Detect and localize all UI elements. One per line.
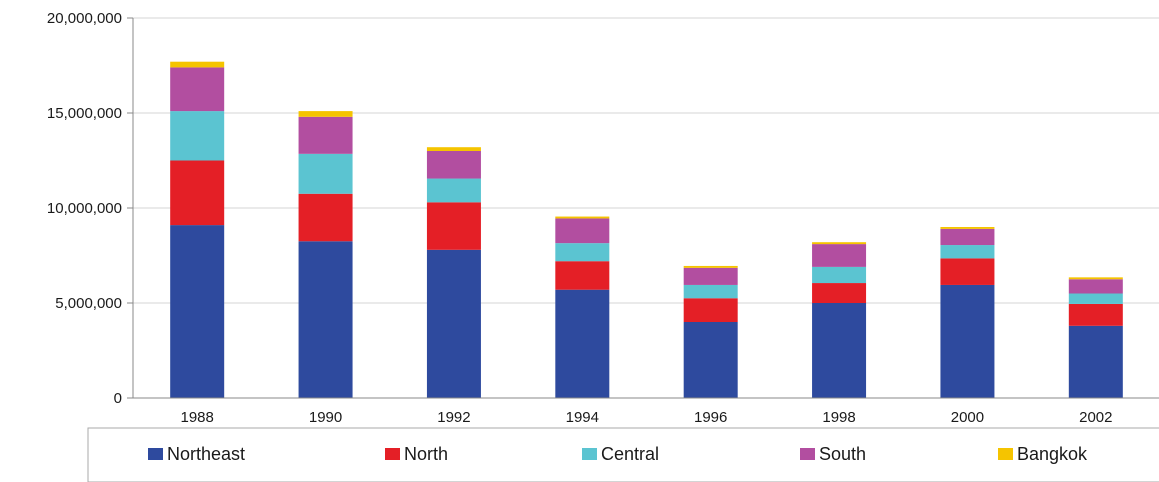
bar-segment-bangkok-1988 — [170, 61, 225, 68]
x-tick-label-1996: 1996 — [694, 409, 727, 426]
bar-segment-north-1996 — [683, 298, 738, 322]
y-tick-label: 20,000,000 — [47, 10, 122, 27]
x-tick-label-1992: 1992 — [437, 409, 470, 426]
legend-swatch-central — [582, 448, 597, 460]
bar-segment-south-1994 — [555, 218, 610, 244]
bar-segment-bangkok-2000 — [940, 227, 995, 229]
bar-segment-northeast-1988 — [170, 225, 225, 398]
bar-segment-south-1990 — [298, 116, 353, 154]
legend-swatch-north — [385, 448, 400, 460]
bar-segment-central-2000 — [940, 245, 995, 259]
bar-segment-south-2002 — [1068, 279, 1123, 294]
bar-segment-bangkok-1998 — [812, 242, 867, 245]
bar-segment-northeast-1994 — [555, 289, 610, 398]
bar-segment-north-2002 — [1068, 303, 1123, 326]
x-tick-label-2002: 2002 — [1079, 409, 1112, 426]
legend-swatch-south — [800, 448, 815, 460]
gridlines — [133, 17, 1159, 304]
bar-segment-central-1994 — [555, 243, 610, 262]
y-tick-label: 5,000,000 — [55, 295, 122, 312]
bar-segment-bangkok-1992 — [426, 147, 481, 151]
bar-segment-northeast-2002 — [1068, 325, 1123, 398]
y-tick-label: 10,000,000 — [47, 200, 122, 217]
bar-segment-central-1988 — [170, 111, 225, 161]
bar-segment-north-1994 — [555, 261, 610, 290]
legend-label-central: Central — [601, 444, 659, 464]
legend: Northeast North Central South Bangkok — [87, 427, 1159, 482]
legend-label-north: North — [404, 444, 448, 464]
x-tick-label-1998: 1998 — [822, 409, 855, 426]
bar-segment-north-1992 — [426, 202, 481, 250]
x-tick-label-1990: 1990 — [309, 409, 342, 426]
legend-swatch-northeast — [148, 448, 163, 460]
bar-segment-north-1998 — [812, 283, 867, 303]
bar-segment-south-1988 — [170, 67, 225, 112]
y-tick-label: 15,000,000 — [47, 105, 122, 122]
bar-segment-south-1998 — [812, 244, 867, 267]
bar-segment-central-2002 — [1068, 293, 1123, 304]
legend-label-south: South — [819, 444, 866, 464]
x-tick-label-1988: 1988 — [181, 409, 214, 426]
y-tick-label: 0 — [114, 390, 122, 407]
bar-segment-central-1990 — [298, 153, 353, 194]
bar-segment-south-1996 — [683, 267, 738, 285]
legend-label-bangkok: Bangkok — [1017, 444, 1088, 464]
legend-swatch-bangkok — [998, 448, 1013, 460]
legend-box — [87, 427, 1159, 482]
x-tick-label-1994: 1994 — [566, 409, 599, 426]
bar-segment-northeast-1992 — [426, 249, 481, 398]
legend-label-northeast: Northeast — [167, 444, 245, 464]
bar-segment-bangkok-1994 — [555, 216, 610, 219]
bar-segment-south-1992 — [426, 151, 481, 179]
bar-segment-north-1988 — [170, 160, 225, 226]
bar-segment-central-1998 — [812, 266, 867, 284]
axes: 0 5,000,000 10,000,000 15,000,000 20,000,000… — [47, 10, 1159, 426]
bar-segment-central-1992 — [426, 178, 481, 203]
bar-segment-north-1990 — [298, 193, 353, 242]
bar-segment-central-1996 — [683, 284, 738, 299]
bar-segment-northeast-2000 — [940, 284, 995, 398]
bars — [170, 61, 1123, 398]
bar-segment-south-2000 — [940, 228, 995, 246]
x-tick-label-2000: 2000 — [951, 409, 984, 426]
bar-segment-northeast-1998 — [812, 303, 867, 398]
bar-segment-northeast-1990 — [298, 241, 353, 398]
bar-segment-bangkok-1990 — [298, 111, 353, 117]
bar-segment-bangkok-2002 — [1068, 277, 1123, 280]
bar-segment-bangkok-1996 — [683, 265, 738, 268]
bar-segment-northeast-1996 — [683, 322, 738, 398]
bar-segment-north-2000 — [940, 258, 995, 285]
